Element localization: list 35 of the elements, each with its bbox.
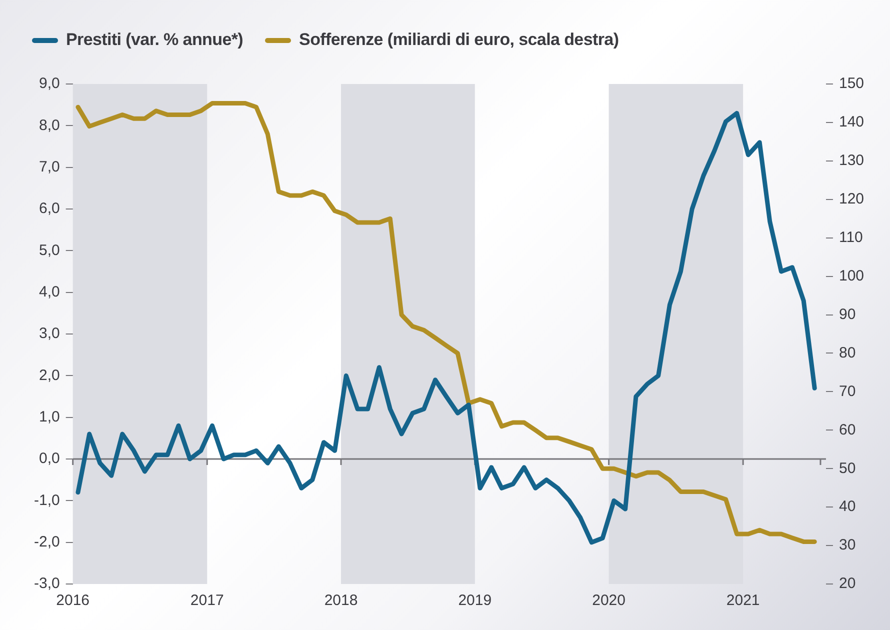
y-tick-label: 8,0 [38,116,60,134]
y-tick-label: 2,0 [38,366,60,384]
y2-tick-label: 80 [838,344,856,362]
x-tick-label: 2017 [190,592,224,610]
y2-tick-label: 110 [838,228,863,246]
y2-tick-label: 130 [838,152,864,170]
y-tick-label: -2,0 [34,533,60,550]
y2-tick-label: 150 [838,75,864,92]
x-tick-label: 2020 [592,592,626,610]
x-tick-label: 2021 [726,592,760,610]
x-tick-label: 2016 [56,592,90,610]
y-tick-label: 6,0 [38,200,60,218]
legend-label: Prestiti (var. % annue*) [66,30,244,50]
y-tick-label: 7,0 [38,158,60,176]
y-tick-label: 1,0 [38,408,60,426]
y2-tick-label: 70 [838,382,856,400]
y2-tick-label: 60 [838,421,856,438]
y2-tick-label: 20 [838,575,856,592]
y2-tick-label: 100 [838,267,864,284]
x-tick-label: 2018 [324,592,358,610]
y-tick-label: 5,0 [38,242,60,259]
y-tick-label: 4,0 [38,283,60,300]
y2-tick-label: 90 [838,306,856,323]
x-tick-label: 2019 [458,592,492,610]
y2-tick-label: 40 [838,498,856,516]
y2-tick-label: 140 [838,114,864,131]
legend-label: Sofferenze (miliardi di euro, scala destra) [299,30,619,50]
y2-tick-label: 50 [838,460,856,477]
y-tick-label: -3,0 [34,575,60,592]
y2-tick-label: 30 [838,536,856,554]
y-tick-label: 3,0 [38,325,60,342]
y-tick-label: 0,0 [38,450,60,468]
y-tick-label: 9,0 [38,75,60,92]
y-tick-label: -1,0 [34,492,60,509]
y2-tick-label: 120 [838,190,864,208]
